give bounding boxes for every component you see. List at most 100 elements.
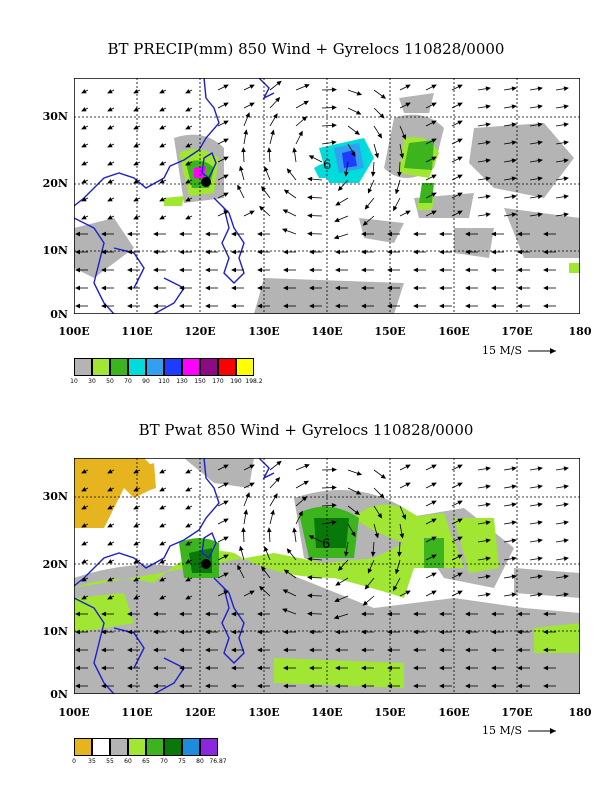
wind-arrow-head — [361, 665, 367, 671]
wind-arrow-head — [107, 523, 113, 528]
wind-arrow-head — [133, 107, 139, 112]
wind-arrow-head — [439, 267, 445, 273]
wind-arrow-head — [153, 231, 159, 237]
wind-arrow-head — [75, 647, 81, 653]
colorbar-label: 70 — [160, 758, 168, 765]
panel2-xlabel: 120E — [184, 706, 216, 719]
wind-arrow-head — [364, 584, 370, 590]
wind-arrow-head — [387, 285, 393, 291]
wind-arrow-head — [543, 629, 549, 635]
colorbar-swatch — [110, 738, 128, 756]
wind-arrow-head — [205, 249, 211, 255]
wind-arrow-head — [75, 267, 81, 273]
wind-arrow-head — [413, 303, 419, 309]
wind-arrow-head — [394, 188, 400, 195]
wind-arrow-head — [241, 527, 246, 533]
wind-arrow-head — [394, 568, 400, 575]
wind-arrow-head — [457, 590, 463, 595]
wind-arrow-head — [563, 484, 569, 489]
wind-arrow-head — [413, 683, 419, 689]
wind-arrow-head — [133, 179, 139, 184]
wind-arrow-head — [457, 192, 463, 197]
wind-arrow-head — [273, 113, 278, 119]
panel1-xlabel: 100E — [58, 325, 90, 338]
wind-arrow-head — [107, 595, 113, 600]
panel2-title: BT Pwat 850 Wind + Gyrelocs 110828/0000 — [138, 421, 474, 439]
wind-arrow-head — [377, 133, 383, 139]
wind-arrow-head — [101, 249, 107, 255]
panel2-xlabel: 130E — [248, 706, 280, 719]
panel1-map: 6 — [74, 78, 580, 314]
wind-arrow-head — [259, 205, 265, 211]
wind-arrow-head — [335, 303, 341, 309]
wind-arrow-head — [133, 215, 139, 220]
wind-arrow-head — [485, 212, 491, 217]
wind-arrow-head — [239, 545, 244, 551]
wind-arrow-head — [331, 140, 337, 145]
wind-arrow-head — [101, 629, 107, 635]
wind-arrow-head — [405, 210, 411, 215]
wind-arrow-head — [335, 249, 341, 255]
wind-arrow-head — [380, 474, 387, 479]
wind-arrow-head — [457, 120, 463, 125]
wind-arrow-head — [283, 267, 289, 273]
wind-arrow-head — [231, 285, 237, 291]
wind-arrow-head — [439, 303, 445, 309]
wind-arrow-head — [231, 611, 237, 617]
wind-arrow-head — [127, 249, 133, 255]
wind-arrow-head — [101, 665, 107, 671]
wind-arrow-head — [231, 665, 237, 671]
wind-arrow-head — [159, 559, 165, 564]
wind-arrow-head — [399, 533, 405, 539]
wind-arrow-head — [133, 469, 139, 474]
wind-arrow-head — [249, 102, 255, 107]
wind-arrow-head — [543, 303, 549, 309]
wind-arrow-head — [273, 493, 278, 499]
wind-arrow-head — [223, 120, 229, 125]
wind-arrow-head — [457, 210, 463, 215]
wind-arrow-head — [457, 156, 463, 161]
wind-arrow-head — [361, 231, 367, 237]
wind-arrow-head — [361, 611, 367, 617]
wind-arrow-head — [159, 215, 165, 220]
wind-arrow-head — [413, 629, 419, 635]
wind-arrow-head — [231, 683, 237, 689]
wind-arrow-head — [245, 112, 250, 118]
wind-arrow-head — [283, 683, 289, 689]
wind-arrow-head — [308, 155, 315, 160]
wind-arrow-head — [107, 107, 113, 112]
wind-arrow-head — [127, 683, 133, 689]
wind-arrow-head — [491, 267, 497, 273]
wind-arrow-head — [356, 471, 363, 476]
wind-arrow-head — [543, 683, 549, 689]
wind-arrow-head — [537, 176, 543, 181]
wind-arrow-head — [364, 204, 370, 210]
wind-arrow-head — [81, 487, 87, 492]
panel1-xlabel: 120E — [184, 325, 216, 338]
wind-arrow-head — [465, 285, 471, 291]
wind-arrow-head — [465, 611, 471, 617]
colorbar-label: 130 — [176, 378, 188, 385]
wind-arrow-head — [511, 86, 517, 91]
wind-arrow-head — [223, 482, 229, 487]
wind-arrow-head — [133, 143, 139, 148]
colorbar-swatch — [182, 358, 200, 376]
wind-arrow-head — [223, 156, 229, 161]
wind-arrow-head — [275, 477, 281, 483]
panel2-ylabel-0n: 0N — [50, 688, 68, 701]
wind-arrow-head — [81, 595, 87, 600]
wind-arrow-head — [264, 546, 269, 552]
wind-arrow-head — [485, 538, 491, 543]
wind-arrow-head — [465, 665, 471, 671]
wind-arrow-head — [439, 629, 445, 635]
wind-arrow-head — [257, 303, 263, 309]
wind-arrow-head — [223, 464, 229, 469]
wind-arrow-head — [107, 197, 113, 202]
wind-arrow-head — [563, 592, 569, 597]
wind-arrow-head — [431, 174, 437, 179]
wind-arrow-head — [543, 611, 549, 617]
wind-arrow-head — [133, 197, 139, 202]
wind-arrow-head — [335, 581, 341, 586]
wind-arrow-head — [75, 285, 81, 291]
wind-arrow-head — [127, 611, 133, 617]
